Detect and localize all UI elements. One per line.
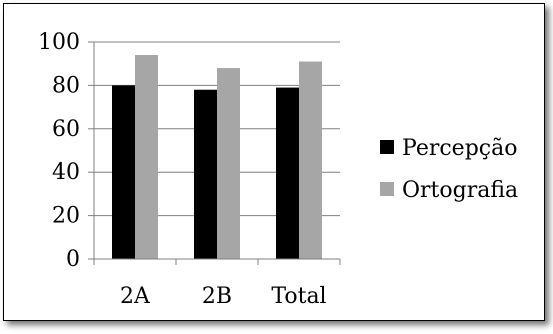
x-tick-label: Total [271,284,326,309]
legend-label: Percepção [402,136,517,161]
y-axis-tick-labels: 0 20 40 60 80 100 [38,30,80,272]
y-tick-label: 60 [52,117,80,142]
y-tick-label: 80 [52,73,80,98]
legend-swatch [380,182,394,196]
bars [112,55,322,260]
x-tick-label: 2A [120,284,151,309]
bar [217,68,240,259]
legend-label: Ortografia [402,178,518,203]
x-tick-label: 2B [202,284,232,309]
y-tick-label: 20 [52,204,80,229]
y-tick-label: 100 [38,30,80,55]
y-tick-label: 40 [52,160,80,185]
chart-frame [3,3,545,321]
bar [112,85,135,260]
axes [88,41,341,265]
bar [194,89,217,260]
y-tick-label: 0 [66,247,80,272]
bar [135,55,158,259]
x-axis-tick-labels: 2A 2B Total [120,284,327,309]
legend-swatch [380,140,394,154]
bar [299,61,322,259]
bar [276,87,299,259]
legend: Percepção Ortografia [380,136,518,203]
